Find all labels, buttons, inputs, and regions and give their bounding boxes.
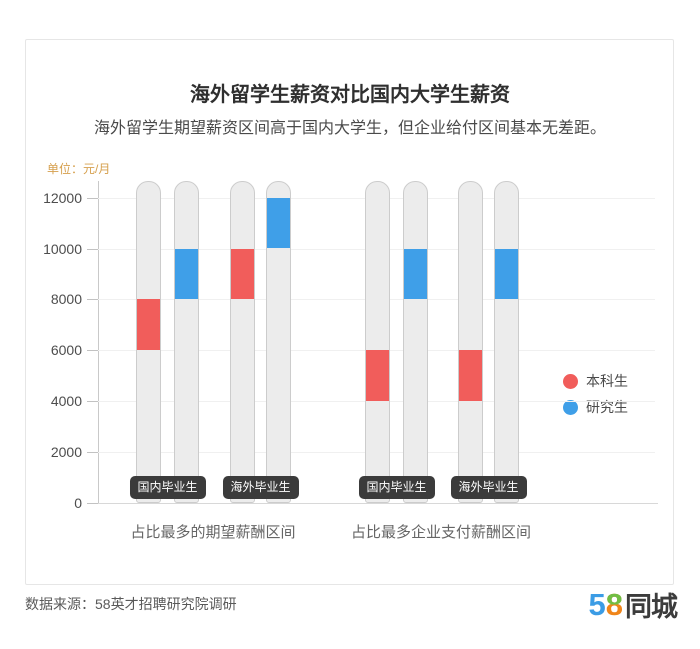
pair-label-badge: 海外毕业生	[222, 476, 299, 499]
legend-swatch-postgraduate-icon	[563, 399, 578, 415]
logo-eight-top: 8	[605, 586, 623, 622]
logo-five: 5	[588, 586, 606, 622]
bar-track	[365, 181, 390, 503]
y-axis-tick-label: 10000	[43, 240, 82, 257]
y-axis-tick	[87, 452, 98, 454]
y-axis-tick-label: 4000	[50, 393, 82, 410]
bar-track	[136, 181, 161, 503]
chart-title: 海外留学生薪资对比国内大学生薪资	[190, 84, 510, 106]
legend-label-undergraduate: 本科生	[586, 373, 628, 389]
unit-label: 单位：元/月	[47, 162, 111, 176]
bar-track	[230, 181, 255, 503]
bar-segment-undergraduate	[459, 350, 482, 402]
y-axis-tick	[87, 197, 98, 199]
bar-track	[403, 181, 428, 503]
logo-suffix: 同城	[625, 592, 678, 622]
group-label-expected-salary: 占比最多的期望薪酬区间	[130, 524, 296, 541]
y-axis-tick-label: 6000	[50, 342, 82, 359]
data-source-text: 数据来源：58英才招聘研究院调研	[25, 596, 237, 612]
y-axis-tick	[87, 503, 98, 504]
group-label-paid-salary: 占比最多企业支付薪酬区间	[350, 524, 532, 541]
pair-label-badge: 国内毕业生	[358, 476, 435, 499]
bar-track	[458, 181, 483, 503]
logo-eight-bottom: 8	[605, 586, 623, 622]
y-axis-tick	[87, 248, 98, 250]
bar-segment-undergraduate	[137, 299, 160, 351]
bar-segment-undergraduate	[231, 248, 254, 300]
bar-segment-postgraduate	[404, 248, 427, 300]
y-axis-tick-label: 12000	[43, 189, 82, 206]
y-axis-tick-label: 0	[74, 495, 82, 511]
pair-label-badge: 国内毕业生	[129, 476, 206, 499]
bar-segment-postgraduate	[495, 248, 518, 300]
legend-item-undergraduate: 本科生	[563, 373, 628, 389]
bar-segment-undergraduate	[366, 350, 389, 402]
legend-swatch-undergraduate-icon	[563, 373, 578, 389]
bar-segment-postgraduate	[267, 197, 290, 249]
bar-track	[174, 181, 199, 503]
x-axis-baseline	[87, 503, 658, 504]
y-axis-tick	[87, 350, 98, 352]
bar-track	[494, 181, 519, 503]
y-axis-line	[98, 181, 99, 503]
pair-label-badge: 海外毕业生	[450, 476, 527, 499]
y-axis-tick-label: 8000	[50, 291, 82, 308]
y-axis-tick	[87, 299, 98, 301]
y-axis-tick	[87, 401, 98, 403]
y-axis-tick-label: 2000	[50, 444, 82, 461]
legend-label-postgraduate: 研究生	[586, 399, 628, 415]
legend-item-postgraduate: 研究生	[563, 399, 628, 415]
bar-track	[266, 181, 291, 503]
bar-segment-postgraduate	[175, 248, 198, 300]
chart-subtitle: 海外留学生期望薪资区间高于国内大学生，但企业给付区间基本无差距。	[93, 120, 606, 137]
